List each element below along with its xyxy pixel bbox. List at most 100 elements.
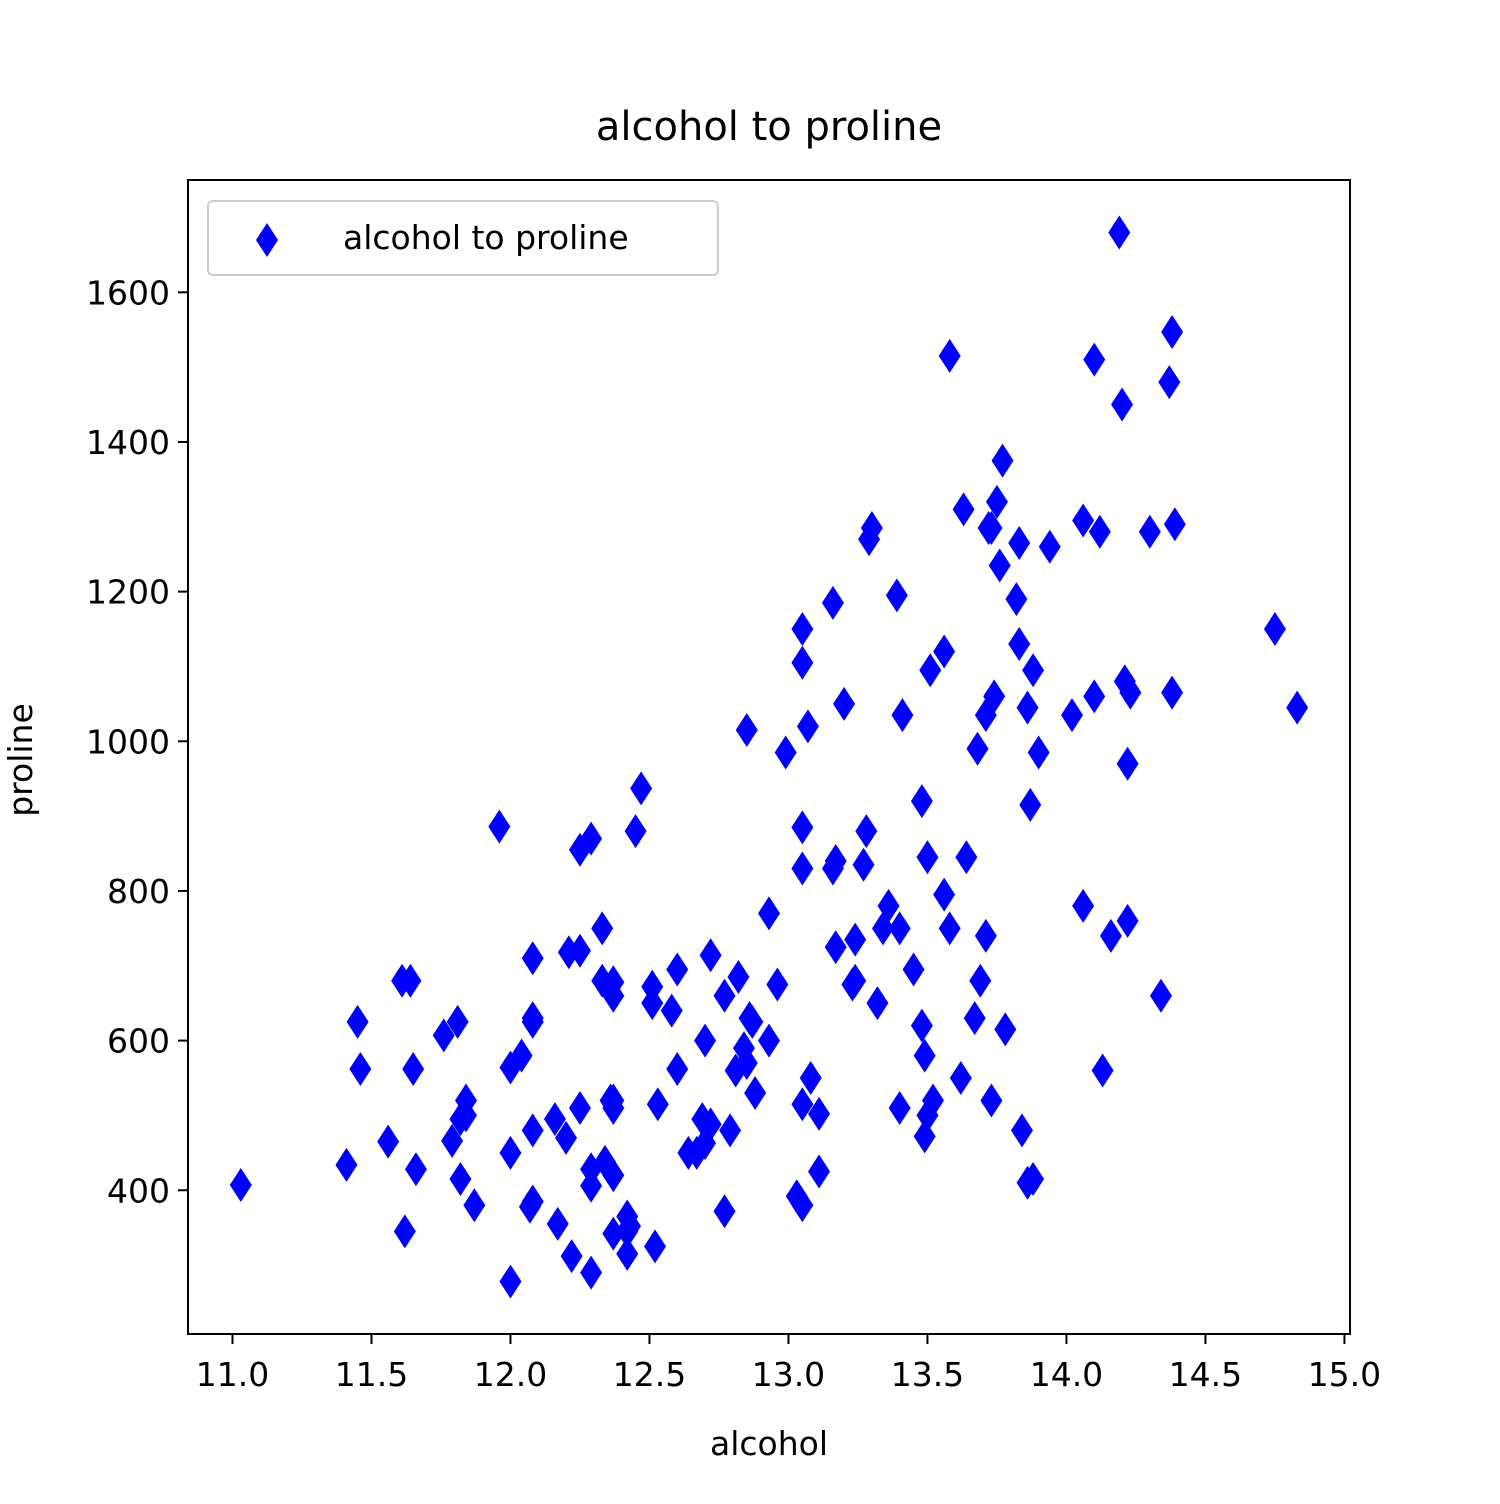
point (1286, 690, 1309, 725)
point (791, 612, 814, 647)
point (980, 1083, 1003, 1118)
point (744, 1075, 767, 1110)
point (933, 634, 956, 669)
point (568, 1090, 591, 1125)
point (666, 952, 689, 987)
point (1008, 627, 1031, 662)
point (463, 1188, 486, 1223)
point (1099, 918, 1122, 953)
point (1072, 503, 1095, 538)
y-axis-label: proline (1, 703, 40, 817)
point (1038, 529, 1061, 564)
point (349, 1052, 372, 1087)
point (1083, 679, 1106, 714)
point (855, 814, 878, 849)
point (1091, 1053, 1114, 1088)
point (694, 1023, 717, 1058)
point (432, 1018, 455, 1053)
point (346, 1004, 369, 1039)
point (1072, 888, 1095, 923)
point (891, 698, 914, 733)
legend-marker (256, 223, 278, 257)
point (994, 1012, 1017, 1047)
point (393, 1214, 416, 1249)
point (568, 832, 591, 867)
point (824, 844, 847, 879)
point (938, 911, 961, 946)
point (933, 877, 956, 912)
point (499, 1135, 522, 1170)
point (1149, 978, 1172, 1013)
point (1022, 653, 1045, 688)
point (685, 1135, 708, 1170)
point (766, 967, 789, 1002)
point (758, 1023, 780, 1058)
point (555, 1120, 578, 1155)
point (619, 1209, 642, 1244)
point (1263, 612, 1286, 647)
point (833, 686, 856, 721)
point (499, 1264, 522, 1299)
x-tick-label: 11.0 (196, 1355, 269, 1394)
point (488, 809, 511, 844)
point (913, 1038, 936, 1073)
point (568, 933, 591, 968)
point (630, 771, 653, 806)
point (841, 967, 864, 1002)
point (377, 1124, 400, 1159)
point (660, 993, 683, 1028)
point (580, 1168, 603, 1203)
point (391, 963, 414, 998)
point (624, 814, 647, 849)
x-tick-label: 12.0 (474, 1355, 547, 1394)
point (791, 1188, 814, 1223)
plot-frame (187, 179, 1351, 1335)
point (919, 653, 942, 688)
point (824, 930, 847, 965)
point (546, 1206, 569, 1241)
y-tick-label: 600 (107, 1022, 170, 1061)
point (858, 522, 881, 557)
point (449, 1162, 472, 1197)
point (518, 1189, 541, 1224)
point (599, 1083, 622, 1118)
point (719, 1113, 742, 1148)
point (641, 986, 664, 1021)
point (885, 578, 908, 613)
legend: alcohol to proline (207, 200, 719, 276)
y-tick-label: 800 (107, 872, 170, 911)
point (1088, 514, 1111, 549)
point (791, 645, 814, 680)
legend-box (207, 200, 719, 276)
x-tick-label: 15.0 (1308, 1355, 1381, 1394)
y-tick-label: 1600 (86, 273, 170, 312)
point (952, 492, 975, 527)
point (974, 918, 997, 953)
point (877, 888, 900, 923)
point (1113, 664, 1136, 699)
point (916, 840, 939, 875)
point (441, 1123, 464, 1158)
y-tick-label: 1000 (86, 722, 170, 761)
point (910, 1008, 933, 1043)
point (1158, 365, 1181, 400)
point (963, 1001, 986, 1036)
x-tick-label: 13.5 (891, 1355, 964, 1394)
point (983, 679, 1006, 714)
point (1111, 387, 1134, 422)
point (938, 338, 961, 373)
point (521, 941, 544, 976)
point (955, 840, 978, 875)
point (1019, 787, 1042, 822)
point (774, 735, 797, 770)
x-tick-label: 14.0 (1030, 1355, 1103, 1394)
point (969, 963, 992, 998)
point (521, 1113, 544, 1148)
y-tick-label: 1200 (86, 573, 170, 612)
chart-title: alcohol to proline (596, 104, 942, 150)
point (1108, 215, 1131, 250)
point (510, 1038, 533, 1073)
point (666, 1052, 689, 1087)
point (1016, 690, 1039, 725)
